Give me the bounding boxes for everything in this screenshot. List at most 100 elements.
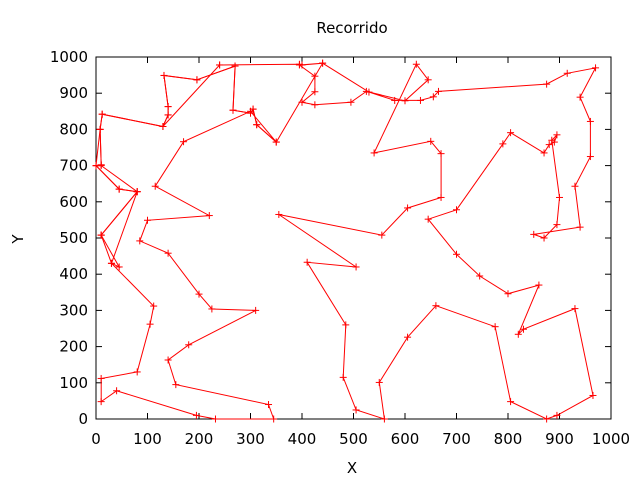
data-point [571,305,579,313]
data-point [507,398,515,406]
x-tick-label: 1000 [592,430,630,448]
data-point [589,391,597,399]
data-point [391,96,399,104]
data-point [491,323,499,331]
data-point [164,111,172,119]
data-point [548,136,556,144]
data-point [586,153,594,161]
data-point [97,398,105,406]
y-tick-label: 300 [59,301,88,319]
data-point [571,182,579,190]
series-line-2 [95,129,138,269]
data-point [540,149,548,157]
data-point [97,374,105,382]
x-tick-label: 500 [339,430,368,448]
data-point [339,373,347,381]
data-point [576,223,584,231]
data-point [192,411,200,419]
x-tick-label: 0 [91,430,101,448]
data-point [434,87,442,95]
data-point [365,88,373,96]
data-point [352,406,360,414]
data-point [151,182,159,190]
data-point [553,221,561,229]
data-point [195,290,203,298]
y-tick-label: 0 [78,410,88,428]
plot-border [95,56,612,420]
data-point [275,210,283,218]
data-point [92,162,100,170]
route-series [95,62,597,420]
data-point [231,62,239,70]
data-point [319,59,327,67]
data-point [586,117,594,125]
data-point [193,76,201,84]
data-point [164,249,172,257]
y-tick-label: 600 [59,193,88,211]
data-point [499,140,507,148]
data-point [265,401,273,409]
data-point [208,305,216,313]
data-point [380,415,388,423]
y-axis-label: Y [9,234,27,245]
data-point [96,125,104,133]
data-point [540,234,548,242]
data-point [295,60,303,68]
data-point [185,341,193,349]
data-point [133,188,141,196]
x-tick-label: 200 [185,430,214,448]
data-point [113,387,121,395]
data-point [416,96,424,104]
data-point [347,98,355,106]
data-point [556,193,563,201]
series-line-0 [95,62,597,420]
y-tick-label: 800 [59,120,88,138]
data-point [424,76,432,84]
x-axis-label: X [347,459,357,477]
data-point [352,263,360,271]
data-point [545,141,553,149]
data-point [519,325,527,333]
data-point [404,204,412,212]
data-point [229,106,237,114]
data-point [543,80,551,88]
data-point [311,88,319,96]
data-point [378,231,386,239]
data-point [424,215,432,223]
x-tick-label: 100 [133,430,162,448]
data-point [311,72,319,80]
data-point [272,138,280,146]
data-point [543,415,551,423]
data-point [453,206,460,214]
data-point [115,185,123,193]
data-point [370,149,378,157]
y-tick-label: 1000 [50,48,88,66]
y-tick-label: 200 [59,338,88,356]
chart-title: Recorrido [316,19,387,37]
data-point [553,411,561,419]
data-point [476,272,484,280]
data-point [535,281,543,289]
data-point [553,131,561,139]
x-ticks: 0 100 200 300 400 500 600 700 800 900 1000 [91,57,630,448]
data-point [375,378,383,386]
data-point [453,250,460,258]
plot-frame [95,56,612,420]
data-point [211,415,219,423]
data-point [115,263,123,271]
data-point [298,98,306,106]
data-point [253,121,261,129]
data-point [563,69,571,77]
x-tick-label: 900 [545,430,574,448]
x-tick-label: 800 [494,430,523,448]
data-point [514,330,522,338]
data-point [270,415,278,423]
data-point [98,110,106,118]
y-ticks: 0 100 200 300 400 500 600 700 800 900 1000 [50,48,611,428]
data-point [576,93,584,101]
data-point [172,381,180,389]
data-point [429,93,437,101]
data-point [133,368,141,376]
data-point [507,129,515,137]
data-point [504,290,512,298]
